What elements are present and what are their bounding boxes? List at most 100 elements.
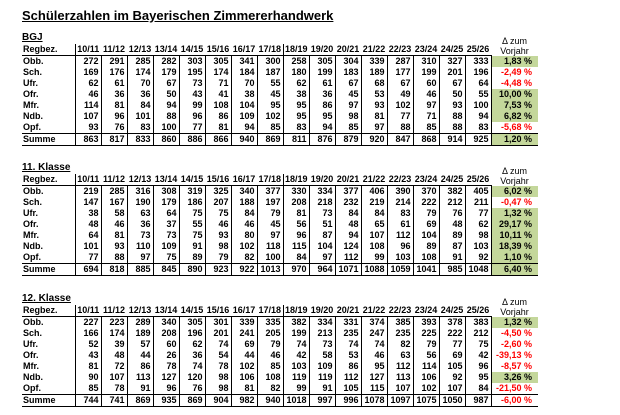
value-cell: 218 bbox=[309, 197, 336, 208]
value-cell: 94 bbox=[153, 100, 180, 111]
value-cell: 36 bbox=[127, 89, 154, 100]
region-label: Obb. bbox=[22, 185, 76, 197]
delta-cell: 18,39 % bbox=[491, 241, 538, 252]
value-cell: 98 bbox=[335, 111, 362, 122]
value-cell: 199 bbox=[283, 328, 310, 339]
value-cell: 50 bbox=[153, 89, 180, 100]
value-cell: 51 bbox=[309, 219, 336, 230]
region-label: Ufr. bbox=[22, 78, 76, 89]
value-cell: 77 bbox=[465, 208, 492, 219]
year-header: 23/24 bbox=[413, 44, 439, 56]
value-cell: 305 bbox=[309, 55, 336, 67]
value-cell: 863 bbox=[75, 133, 102, 146]
value-cell: 83 bbox=[283, 122, 310, 134]
value-cell: 341 bbox=[231, 55, 258, 67]
section-label-bgj: BGJ bbox=[22, 32, 43, 43]
value-cell: 36 bbox=[179, 350, 206, 361]
value-cell: 127 bbox=[361, 372, 388, 383]
value-cell: 74 bbox=[335, 339, 362, 350]
value-cell: 104 bbox=[231, 100, 258, 111]
value-cell: 102 bbox=[257, 111, 284, 122]
value-cell: 108 bbox=[205, 100, 232, 111]
value-cell: 91 bbox=[179, 241, 206, 252]
region-label: Mfr. bbox=[22, 361, 76, 372]
table-row: Mfr. 81 72 86 78 74 78 102 85 103 109 86 95 112 114 105… bbox=[22, 361, 538, 372]
table-row: Ufr. 38 58 63 64 75 75 84 79 81 73 84 84 83 79 76 77 1,32… bbox=[22, 208, 538, 219]
value-cell: 817 bbox=[101, 133, 128, 146]
value-cell: 86 bbox=[335, 361, 362, 372]
value-cell: 103 bbox=[283, 361, 310, 372]
value-cell: 46 bbox=[231, 219, 258, 230]
region-label: Opf. bbox=[22, 252, 76, 264]
row-header-label: Regbez. bbox=[22, 44, 76, 56]
value-cell: 93 bbox=[75, 122, 102, 134]
value-cell: 187 bbox=[257, 67, 284, 78]
value-cell: 98 bbox=[205, 241, 232, 252]
value-cell: 86 bbox=[309, 100, 336, 111]
value-cell: 79 bbox=[413, 208, 440, 219]
value-cell: 72 bbox=[101, 361, 128, 372]
value-cell: 48 bbox=[335, 219, 362, 230]
value-cell: 107 bbox=[75, 111, 102, 122]
value-cell: 920 bbox=[361, 133, 388, 146]
value-cell: 335 bbox=[257, 316, 284, 328]
value-cell: 205 bbox=[257, 328, 284, 339]
value-cell: 319 bbox=[179, 185, 206, 197]
value-cell: 84 bbox=[465, 383, 492, 395]
value-cell: 869 bbox=[179, 394, 206, 407]
value-cell: 383 bbox=[465, 316, 492, 328]
value-cell: 105 bbox=[439, 361, 466, 372]
value-cell: 75 bbox=[465, 339, 492, 350]
value-cell: 377 bbox=[257, 185, 284, 197]
value-cell: 81 bbox=[361, 111, 388, 122]
value-cell: 39 bbox=[101, 339, 128, 350]
value-cell: 340 bbox=[153, 316, 180, 328]
value-cell: 54 bbox=[205, 350, 232, 361]
value-cell: 26 bbox=[153, 350, 180, 361]
value-cell: 327 bbox=[439, 55, 466, 67]
value-cell: 46 bbox=[101, 219, 128, 230]
value-cell: 52 bbox=[75, 339, 102, 350]
value-cell: 45 bbox=[257, 89, 284, 100]
table-row: Ofr. 46 36 36 50 43 41 38 45 38 36 45 53 49 46 50 55 10,0… bbox=[22, 89, 538, 100]
value-cell: 113 bbox=[127, 372, 154, 383]
region-label: Ufr. bbox=[22, 208, 76, 219]
value-cell: 38 bbox=[75, 208, 102, 219]
value-cell: 102 bbox=[231, 361, 258, 372]
value-cell: 847 bbox=[387, 133, 414, 146]
value-cell: 80 bbox=[231, 230, 258, 241]
value-cell: 190 bbox=[127, 197, 154, 208]
value-cell: 107 bbox=[439, 383, 466, 395]
value-cell: 300 bbox=[257, 55, 284, 67]
value-cell: 74 bbox=[205, 339, 232, 350]
value-cell: 75 bbox=[179, 208, 206, 219]
value-cell: 833 bbox=[127, 133, 154, 146]
value-cell: 869 bbox=[257, 133, 284, 146]
section-bgj: BGJ Regbez. 10/11 11/12 12/13 13/14 14/15 15/1… bbox=[22, 32, 620, 146]
value-cell: 1059 bbox=[387, 263, 414, 276]
year-header: 18/19 bbox=[283, 305, 309, 317]
value-cell: 100 bbox=[257, 252, 284, 264]
value-cell: 225 bbox=[413, 328, 440, 339]
region-label: Summe bbox=[22, 394, 76, 407]
value-cell: 97 bbox=[413, 100, 440, 111]
value-cell: 74 bbox=[361, 339, 388, 350]
value-cell: 124 bbox=[335, 241, 362, 252]
row-header-label: Regbez. bbox=[22, 305, 76, 317]
value-cell: 890 bbox=[179, 263, 206, 276]
value-cell: 272 bbox=[75, 55, 102, 67]
value-cell: 75 bbox=[153, 252, 180, 264]
value-cell: 84 bbox=[335, 208, 362, 219]
value-cell: 985 bbox=[439, 263, 466, 276]
value-cell: 115 bbox=[361, 383, 388, 395]
value-cell: 331 bbox=[335, 316, 362, 328]
value-cell: 113 bbox=[387, 372, 414, 383]
value-cell: 1050 bbox=[439, 394, 466, 407]
region-label: Opf. bbox=[22, 383, 76, 395]
table-klasse-11: Regbez. 10/11 11/12 12/13 13/14 14/15 15/16 16/… bbox=[22, 166, 620, 276]
value-cell: 64 bbox=[75, 230, 102, 241]
value-cell: 95 bbox=[283, 111, 310, 122]
value-cell: 57 bbox=[127, 339, 154, 350]
value-cell: 97 bbox=[361, 122, 388, 134]
value-cell: 73 bbox=[309, 208, 336, 219]
